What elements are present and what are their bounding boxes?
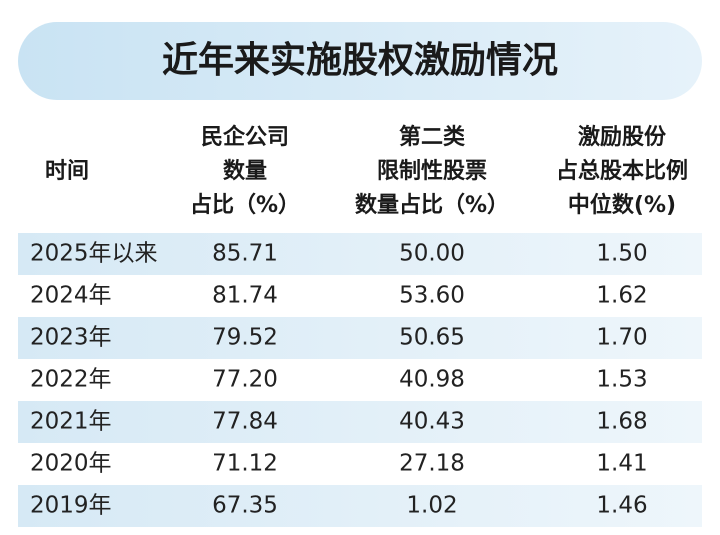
- cell-text: 40.98: [399, 367, 465, 393]
- header-text: 激励股份: [578, 124, 667, 150]
- cell-text: 2025年以来: [30, 241, 158, 267]
- row-band: [18, 233, 702, 275]
- header-text: 中位数(%): [568, 192, 676, 218]
- cell-text: 1.62: [596, 283, 647, 309]
- cell-text: 85.71: [212, 241, 278, 267]
- cell-text: 2022年: [30, 367, 112, 393]
- cell-text: 2021年: [30, 409, 112, 435]
- cell-text: 71.12: [212, 451, 278, 477]
- header-text: 时间: [45, 159, 89, 184]
- header-text: 第二类: [399, 124, 466, 150]
- cell-text: 1.41: [596, 451, 647, 477]
- table: 时间民企公司数量占比（%）第二类限制性股票数量占比（%）激励股份占总股本比例中位…: [18, 124, 702, 527]
- cell-text: 1.50: [596, 241, 647, 267]
- cell-text: 2024年: [30, 283, 112, 309]
- cell-text: 2023年: [30, 325, 112, 351]
- cell-text: 81.74: [212, 283, 278, 309]
- cell-text: 2019年: [30, 493, 112, 519]
- cell-text: 1.68: [596, 409, 647, 435]
- header-text: 占总股本比例: [556, 158, 688, 184]
- cell-text: 77.84: [212, 409, 278, 435]
- cell-text: 77.20: [212, 367, 278, 393]
- header-text: 限制性股票: [377, 159, 487, 184]
- header-text: 占比（%）: [190, 193, 300, 218]
- table-title: 近年来实施股权激励情况: [162, 40, 558, 81]
- header-text: 数量: [223, 158, 267, 184]
- header-text: 民企公司: [201, 124, 289, 150]
- cell-text: 1.02: [406, 493, 457, 519]
- cell-text: 40.43: [399, 409, 465, 435]
- row-band: [18, 317, 702, 359]
- cell-text: 53.60: [399, 283, 465, 309]
- cell-text: 27.18: [399, 451, 465, 477]
- cell-text: 79.52: [212, 325, 278, 351]
- cell-text: 67.35: [212, 493, 278, 519]
- row-band: [18, 401, 702, 443]
- cell-text: 1.46: [596, 493, 647, 519]
- cell-text: 1.70: [596, 325, 647, 351]
- title-band: [18, 22, 702, 100]
- header-text: 数量占比（%）: [355, 192, 509, 218]
- cell-text: 1.53: [596, 367, 647, 393]
- cell-text: 2020年: [30, 451, 112, 477]
- row-band: [18, 485, 702, 527]
- cell-text: 50.65: [399, 325, 465, 351]
- cell-text: 50.00: [399, 241, 465, 267]
